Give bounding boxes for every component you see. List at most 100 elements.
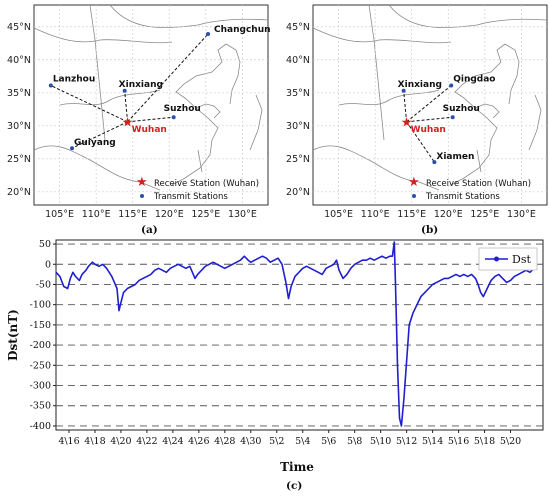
map-b-connections: [403, 85, 453, 163]
map-a-coastlines: [33, 4, 269, 191]
legend-receive-label: Receive Station (Wuhan): [426, 179, 531, 189]
lat-tick-label: 30°N: [286, 121, 310, 132]
legend-dot-icon: [412, 194, 416, 198]
legend-transmit-label: Transmit Stations: [153, 192, 228, 202]
legend-receive-label: Receive Station (Wuhan): [154, 179, 259, 189]
y-axis-label: Dst(nT): [6, 309, 20, 361]
lon-tick-label: 105°E: [324, 209, 353, 220]
map-a-lon-ticks: 105°E 110°E 115°E 120°E 125°E 130°E: [45, 209, 257, 220]
receive-station-label: Wuhan: [132, 125, 167, 135]
lat-tick-label: 30°N: [7, 121, 31, 132]
dst-chart: 500-50-100-150-200-250-300-350-400 4\16 4…: [6, 239, 544, 492]
connection-line: [403, 90, 408, 122]
lon-tick-label: 130°E: [507, 209, 536, 220]
connection-line: [124, 90, 129, 122]
lat-tick-label: 20°N: [7, 187, 31, 198]
transmit-station-dot: [70, 146, 75, 151]
lat-tick-label: 40°N: [286, 55, 310, 66]
receive-station-label: Wuhan: [411, 125, 446, 135]
connection-line: [406, 85, 452, 123]
x-tick-label: 4\22: [136, 436, 157, 447]
connection-line: [406, 116, 453, 123]
x-tick-label: 5\12: [396, 436, 417, 447]
map-b-legend: ★ Receive Station (Wuhan) Transmit Stati…: [408, 175, 531, 202]
y-tick-label: 0: [45, 259, 51, 270]
transmit-station-dot: [401, 88, 406, 93]
x-tick-label: 4\18: [84, 436, 105, 447]
panel-label-a: (a): [141, 224, 158, 236]
lat-tick-label: 45°N: [286, 22, 310, 33]
map-b-lon-ticks: 105°E 110°E 115°E 120°E 125°E 130°E: [324, 209, 536, 220]
map-b-coastlines: [312, 4, 548, 191]
legend-dot-icon: [140, 194, 144, 198]
transmit-station-dot: [171, 115, 176, 120]
map-a-connections: [50, 33, 209, 149]
dst-legend-marker-icon: [494, 256, 499, 262]
receive-station-star-icon: ★: [122, 115, 134, 130]
lon-tick-label: 130°E: [228, 209, 257, 220]
lon-tick-label: 125°E: [470, 209, 499, 220]
x-tick-label: 5\6: [321, 436, 336, 447]
dst-chart-y-ticks: 50 0 -50 -100 -150 -200 -250 -300 -350 -400: [30, 239, 56, 432]
station-label: Xiamen: [436, 152, 474, 162]
connection-line: [71, 121, 128, 149]
legend-star-icon: ★: [136, 175, 148, 190]
y-tick-label: -400: [30, 421, 51, 432]
y-tick-label: -50: [36, 279, 51, 290]
station-label: Qingdao: [453, 75, 495, 85]
y-tick-label: -200: [30, 340, 51, 351]
x-tick-label: 4\26: [188, 436, 209, 447]
map-a-graticule: [34, 5, 268, 205]
connection-line: [127, 116, 174, 123]
transmit-station-dot: [432, 160, 437, 165]
panel-label-c: (c): [286, 480, 302, 492]
transmit-station-dot: [206, 32, 211, 37]
lat-tick-label: 20°N: [286, 187, 310, 198]
x-tick-label: 5\14: [422, 436, 443, 447]
y-tick-label: -300: [30, 381, 51, 392]
station-label: Changchun: [214, 25, 271, 35]
dst-legend-label: Dst: [512, 253, 531, 266]
lat-tick-label: 35°N: [286, 88, 310, 99]
lat-tick-label: 40°N: [7, 55, 31, 66]
y-tick-label: -250: [30, 360, 51, 371]
legend-star-icon: ★: [408, 175, 420, 190]
dst-chart-frame: [55, 239, 544, 431]
map-b-stations: Qingdao Xinxiang Suzhou Xiamen ★Wuhan: [398, 75, 496, 165]
station-label: Suzhou: [164, 104, 201, 114]
map-a-frame: [33, 4, 269, 206]
dst-chart-x-ticks: 4\16 4\18 4\20 4\22 4\24 4\26 4\28 4\30 5\2 5\4 5\…: [58, 430, 521, 447]
x-tick-label: 5\16: [448, 436, 469, 447]
x-tick-label: 5\20: [500, 436, 521, 447]
lon-tick-label: 110°E: [82, 209, 111, 220]
station-label: Suzhou: [443, 104, 480, 114]
map-b-graticule: [313, 5, 547, 205]
station-label: Lanzhou: [53, 75, 95, 85]
x-tick-label: 5\2: [269, 436, 284, 447]
lon-tick-label: 125°E: [191, 209, 220, 220]
lat-tick-label: 25°N: [286, 154, 310, 165]
map-a-stations: Changchun Lanzhou Xinxiang Suzhou Guiyang ★Wu…: [48, 25, 271, 151]
map-b-lat-ticks: 45°N 40°N 35°N 30°N 25°N 20°N: [286, 22, 310, 198]
dst-chart-legend: Dst: [478, 247, 538, 271]
x-axis-label: Time: [280, 460, 314, 474]
station-label: Xinxiang: [119, 80, 163, 90]
lon-tick-label: 115°E: [118, 209, 147, 220]
x-tick-label: 4\28: [214, 436, 235, 447]
lon-tick-label: 105°E: [45, 209, 74, 220]
transmit-station-dot: [449, 83, 454, 88]
connection-line: [406, 121, 435, 163]
map-a: ChangchunLanzhouXinxiangSuzhouGuiyang★Wu…: [7, 4, 271, 236]
panel-label-b: (b): [421, 224, 438, 236]
map-a-lat-ticks: 45°N 40°N 35°N 30°N 25°N 20°N: [7, 22, 31, 198]
lat-tick-label: 45°N: [7, 22, 31, 33]
lat-tick-label: 25°N: [7, 154, 31, 165]
receive-station-star-icon: ★: [401, 115, 413, 130]
dst-chart-grid: [56, 243, 543, 427]
map-b-frame: [312, 4, 548, 206]
dst-series-line: [55, 241, 535, 427]
lon-tick-label: 110°E: [361, 209, 390, 220]
transmit-station-dot: [450, 115, 455, 120]
